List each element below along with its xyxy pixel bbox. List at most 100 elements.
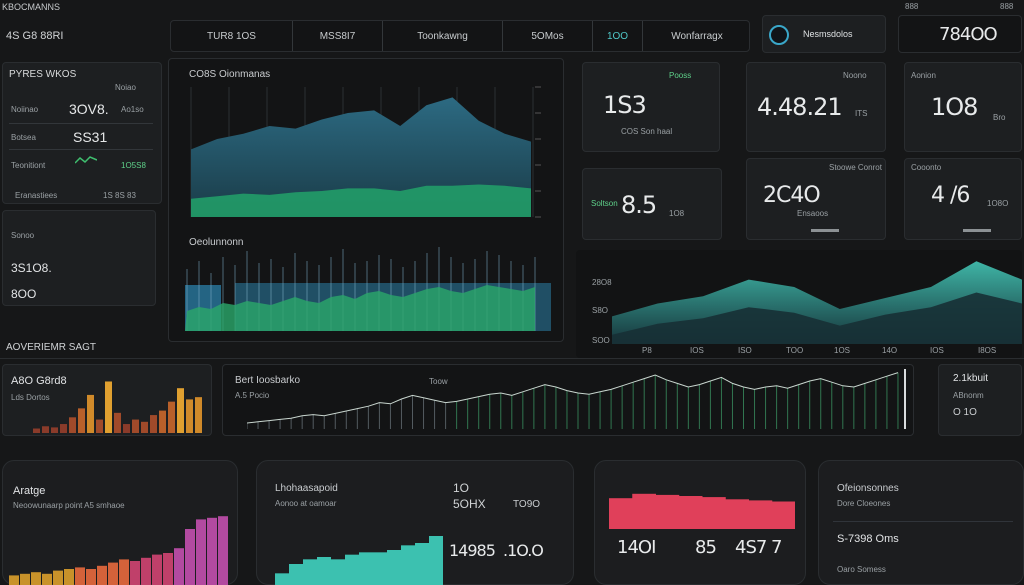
bar — [33, 428, 40, 433]
bottom-card-2-value3: TO9O — [513, 499, 541, 510]
bottom-card-2-value2: 5OHX — [453, 497, 486, 511]
top-small-2: 888 — [1000, 2, 1014, 11]
bar — [159, 410, 166, 433]
row2-label: Botsea — [11, 133, 36, 142]
tab-6[interactable]: Wonfarragx — [671, 30, 723, 42]
stat-card-6-value: 4 /6 — [931, 183, 970, 208]
tab-1[interactable]: TUR8 1OS — [171, 21, 293, 51]
bar — [345, 554, 359, 585]
stat-card-6-caption: 1O8O — [987, 199, 1009, 208]
bar — [174, 548, 184, 585]
stat-card-1: Pooss 1S3 COS Son haal — [582, 62, 720, 152]
value-card-label: Sonoo — [11, 231, 35, 240]
wide-line-bar-chart — [247, 369, 906, 429]
bottom-card-2-value4: 14985 — [449, 541, 496, 560]
stat-card-6-bar — [963, 229, 991, 232]
bottom-card-4-footer: Oaro Somess — [837, 565, 886, 574]
left-card-title: PYRES WKOS — [9, 69, 77, 80]
bar — [51, 427, 58, 433]
bottom-card-3-chart — [609, 493, 795, 529]
bar — [114, 412, 121, 433]
stat-card-5-label: Stoowe Conrot — [829, 163, 882, 172]
bottom-card-2-subtitle: Aonoo at oamoar — [275, 499, 337, 508]
section-2-title: AOVERIEMR SAGT — [6, 342, 97, 353]
bottom-card-1-subtitle: Neoowunaarp point A5 smhaoe — [13, 501, 125, 510]
bottom-card-4-subtitle: Dore Cloeones — [837, 499, 891, 508]
top-right-value-box: 784OO — [898, 15, 1022, 53]
stat-card-6: Cooonto 4 /6 1O8O — [904, 158, 1022, 240]
bar — [177, 388, 184, 433]
bar — [60, 424, 67, 433]
row1-extra: Ao1so — [121, 105, 144, 114]
bar — [186, 399, 193, 433]
row1-divider — [9, 123, 153, 124]
bar-card-subtitle: Lds Dortos — [11, 393, 50, 402]
bar — [96, 419, 103, 433]
bar — [655, 494, 680, 529]
right-tick-label: 14O — [882, 346, 898, 355]
tab-3[interactable]: Toonkawng — [383, 21, 503, 51]
bar — [42, 426, 49, 433]
tab-4[interactable]: 5OMos — [503, 21, 593, 51]
bar — [196, 519, 206, 585]
header-left-label: 4S G8 88RI — [6, 30, 64, 42]
tab-2[interactable]: MSS8I7 — [293, 21, 383, 51]
stat-card-5-value: 2C4O — [763, 183, 821, 208]
value-card-value1: 3S1O8. — [11, 261, 52, 275]
bar — [748, 500, 773, 529]
right-area-chart-panel: 28O8 S8O SOO P8 IOS ISO TOO 1OS 14O IOS I8OS — [576, 250, 1022, 358]
left-summary-card: PYRES WKOS Noiao Noiinao 3OV8. Ao1so Bot… — [2, 62, 162, 204]
stat-card-4: Soltson 8.5 1O8 — [582, 168, 722, 240]
top-small-1: 888 — [905, 2, 919, 11]
bar — [69, 417, 76, 433]
bottom-card-2-value1: 1O — [453, 481, 470, 495]
bar — [75, 567, 85, 585]
bar — [702, 497, 726, 529]
bar — [289, 564, 303, 585]
right-tick-label: IOS — [930, 346, 944, 355]
bar — [185, 529, 195, 585]
bar — [141, 421, 148, 433]
stat-card-3: Aonion 1O8 Bro — [904, 62, 1022, 152]
bar — [163, 553, 173, 585]
stat-card-5-caption: Ensaoos — [797, 209, 829, 218]
bottom-card-4: Ofeionsonnes Dore Cloeones S-7398 Oms Oa… — [818, 460, 1024, 585]
right-axis-bot: SOO — [592, 336, 610, 345]
account-button[interactable]: Nesmsdolos — [762, 15, 886, 53]
stat-card-2-value: 4.48.21 — [757, 93, 843, 121]
bottom-card-2-title: Lhohaasapoid — [275, 483, 338, 494]
bar — [373, 552, 387, 585]
bar — [132, 419, 139, 433]
account-icon — [769, 25, 789, 45]
tab-5[interactable]: 1OO — [593, 21, 643, 51]
right-tick-label: ISO — [738, 346, 752, 355]
row3-label: Teonitiont — [11, 161, 46, 170]
wide-chart-subtitle: A.5 Pocio — [235, 391, 270, 400]
row1-value: 3OV8. — [69, 101, 109, 117]
bar — [387, 550, 401, 585]
bar — [429, 536, 443, 585]
right-tick-label: I8OS — [978, 346, 997, 355]
stat-card-4-value: 8.5 — [621, 191, 657, 219]
bar — [275, 573, 289, 585]
stat-card-4-caption: 1O8 — [669, 209, 685, 218]
bottom-card-1-title: Aratge — [13, 485, 46, 497]
bar — [359, 552, 373, 585]
stat-card-1-label: Pooss — [669, 71, 692, 80]
bar — [331, 559, 345, 585]
area-series-2 — [191, 184, 531, 217]
bar — [123, 424, 130, 433]
account-label: Nesmsdolos — [803, 29, 853, 39]
stat-card-1-value: 1S3 — [603, 91, 647, 119]
section-2-divider — [0, 358, 1024, 359]
right-tick-label: TOO — [786, 346, 804, 355]
row2-divider — [9, 149, 153, 150]
bar — [150, 415, 157, 433]
bar — [42, 573, 52, 585]
footer-label: Eranastiees — [15, 191, 58, 200]
wide-side-value: 2.1kbuit — [953, 373, 989, 384]
line-series — [247, 372, 899, 424]
bar — [195, 397, 202, 433]
bottom-card-2-value5: .1O.O — [503, 541, 544, 560]
bar — [53, 570, 63, 585]
